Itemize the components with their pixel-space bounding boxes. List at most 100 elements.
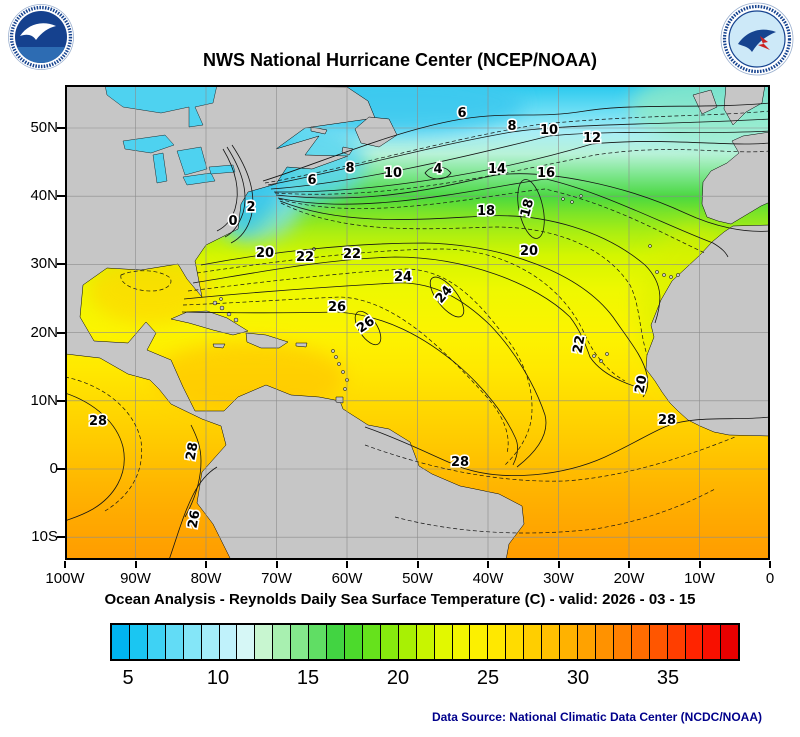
island-cape-verde [592,352,609,363]
lon-tick-label: 90W [120,570,151,587]
noaa-logo [8,4,74,70]
land-cape-breton [341,146,354,156]
colorbar-cell [255,625,274,659]
nws-logo [720,2,794,76]
colorbar-cell [183,625,202,659]
contour-label: 6 [307,173,316,188]
colorbar-tick-label: 25 [476,667,500,689]
colorbar-cell [344,625,363,659]
land-iberia-france [701,131,770,225]
contour-label: 28 [89,414,107,429]
colorbar-cell [506,625,525,659]
colorbar-cell [380,625,399,659]
land-anticosti [310,126,328,135]
lon-tick [64,561,66,568]
island-canaries [655,270,680,279]
colorbar-cell [147,625,166,659]
contour-label: 18 [477,204,495,219]
colorbar-cell [703,625,722,659]
contour-label: 20 [633,374,651,394]
colorbar-tick-label: 35 [656,667,680,689]
island-trinidad [335,396,344,404]
colorbar-cell [398,625,417,659]
contour-label: 20 [520,244,538,259]
colorbar-tick-label: 20 [386,667,410,689]
lon-tick-label: 70W [261,570,292,587]
contour-label: 24 [394,270,412,285]
colorbar-cell [631,625,650,659]
contour-label: 22 [296,250,314,265]
colorbar-cell [542,625,561,659]
contour-label: 22 [571,334,589,354]
colorbar-tick-label: 5 [122,667,134,689]
colorbar-cell [309,625,328,659]
colorbar-tick-label: 10 [206,667,230,689]
colorbar-cell [577,625,596,659]
lat-tick-label: 20N [30,323,58,341]
colorbar-cell [112,625,130,659]
lat-tick [57,331,65,334]
contour-label: 28 [184,441,202,461]
lat-tick [57,399,65,402]
lat-tick-label: 10S [31,528,58,546]
lat-tick-label: 10N [30,391,58,409]
lon-tick [205,561,207,568]
contour-label: 10 [540,123,558,138]
inland-water [104,85,236,186]
lon-tick-label: 50W [402,570,433,587]
land-ireland [692,89,718,115]
island-puerto-rico [295,342,308,348]
lake-erie [182,172,216,186]
lon-tick-label: 80W [190,570,222,587]
colorbar-tick-label: 15 [296,667,320,689]
lat-tick-label: 40N [30,187,58,205]
colorbar-cell [237,625,256,659]
island-bahamas [212,297,239,323]
contour-label: 12 [583,131,601,146]
isotherm-contours [65,102,770,560]
colorbar-cell [595,625,614,659]
lon-tick [557,561,560,568]
island-lesser-antilles [331,349,349,391]
island-madeira [648,244,652,248]
colorbar [110,623,740,661]
colorbar-cell [165,625,184,659]
colorbar-cell [452,625,471,659]
colorbar-tick-label: 30 [566,667,590,689]
island-hispaniola [245,332,289,349]
lon-tick [346,561,348,568]
lat-tick [57,195,65,198]
lon-tick [416,561,419,568]
landmasses [65,85,770,560]
lon-tick-label: 0 [765,570,775,587]
lon-tick [134,561,137,568]
lon-tick-label: 100W [45,570,85,587]
contour-label: 4 [433,162,442,177]
colorbar-cell [362,625,381,659]
lat-tick [57,263,65,266]
islands [170,194,680,404]
colorbar-cell [416,625,435,659]
colorbar-cell [219,625,238,659]
contour-label: 8 [345,161,354,176]
colorbar-cell [488,625,507,659]
lake-ontario [208,164,236,175]
colorbar-cell [273,625,292,659]
colorbar-cell [560,625,578,659]
map-frame [65,85,770,560]
colorbar-cell [470,625,489,659]
colorbar-cell [434,625,453,659]
contour-label: 28 [451,455,469,470]
hudson-bay [104,85,218,128]
contour-label: 28 [658,413,676,428]
contour-label: 0 [228,214,237,229]
lat-tick-label: 50N [30,119,58,136]
lake-huron [176,146,208,176]
lon-tick-label: 30W [543,570,574,587]
page-title: NWS National Hurricane Center (NCEP/NOAA… [202,50,598,70]
contour-label: 26 [186,509,204,529]
contour-label: 2 [246,200,255,215]
island-azores [561,194,583,204]
lon-tick-label: 20W [613,570,645,587]
